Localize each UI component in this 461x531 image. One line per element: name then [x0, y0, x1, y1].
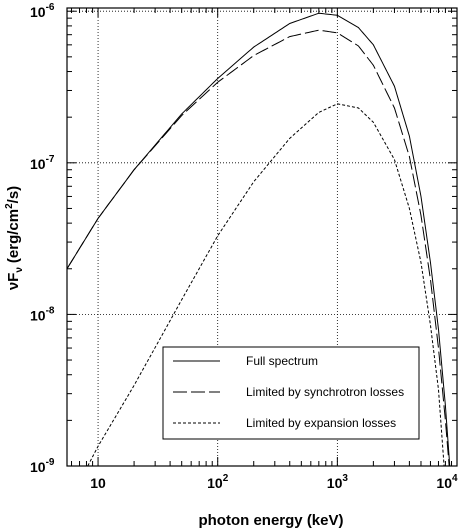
y-axis-label-subscript: ν	[14, 267, 25, 273]
y-tick-label: 10-7	[30, 154, 55, 172]
series-line-2	[67, 29, 450, 466]
y-axis-label-units-end: /s)	[5, 186, 22, 204]
tick-labels: 10 102 103 104 10-9 10-8 10-7 10-6	[30, 2, 458, 491]
y-tick-label: 10-8	[30, 305, 55, 323]
tick-marks	[67, 8, 458, 467]
y-axis-label-nu: ν	[5, 282, 22, 290]
y-axis-label-f: F	[5, 273, 22, 282]
x-axis-label: photon energy (keV)	[198, 512, 343, 529]
plot-border	[66, 7, 458, 467]
y-tick-label: 10-6	[30, 2, 55, 20]
plot-frame	[66, 7, 458, 467]
series-lines	[67, 12, 451, 466]
x-tick-label: 10	[90, 475, 106, 491]
y-axis-label-units: (erg/cm	[5, 209, 22, 263]
legend-box	[162, 346, 420, 440]
x-tick-label: 104	[436, 473, 458, 491]
y-tick-label: 10-9	[30, 457, 55, 475]
legend-label-3: Limited by expansion losses	[246, 416, 396, 430]
x-tick-label: 102	[207, 473, 229, 491]
x-tick-label: 103	[327, 473, 349, 491]
legend-label-1: Full spectrum	[246, 354, 318, 368]
legend: Full spectrum Limited by synchrotron loss…	[162, 346, 420, 440]
series-line-3	[87, 103, 445, 466]
legend-label-2: Limited by synchrotron losses	[246, 385, 404, 399]
y-axis-label: νFν (erg/cm2/s)	[4, 186, 25, 290]
y-axis-label-superscript: 2	[4, 203, 15, 209]
series-line-1	[67, 12, 451, 466]
